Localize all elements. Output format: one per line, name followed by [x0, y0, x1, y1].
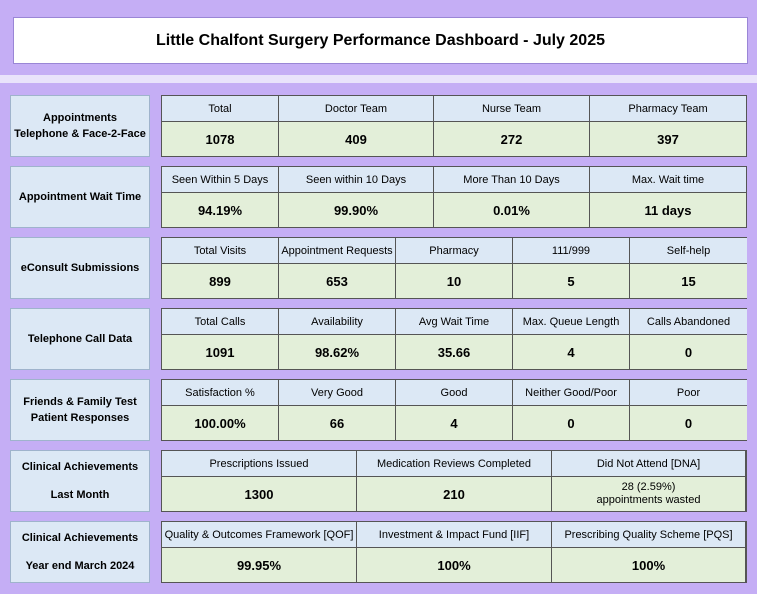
row-friends-family: Friends & Family Test Patient Responses … — [0, 379, 757, 441]
row-label-econsult: eConsult Submissions — [10, 237, 150, 299]
header-cell: Prescribing Quality Scheme [PQS] — [552, 522, 745, 547]
row-label-telephone: Telephone Call Data — [10, 308, 150, 370]
row-label-line: Last Month — [50, 489, 110, 501]
row-label-line: Appointment Wait Time — [18, 191, 142, 203]
value-cell: 397 — [590, 122, 746, 156]
value-cell: 899 — [162, 264, 278, 298]
row-label-clinical-last-month: Clinical Achievements Last Month — [10, 450, 150, 512]
separator — [0, 75, 757, 83]
friends-family-grid: Satisfaction % Very Good Good Neither Go… — [161, 379, 747, 441]
row-wait-time: Appointment Wait Time Seen Within 5 Days… — [0, 166, 757, 228]
dna-count: 28 (2.59%) — [621, 481, 676, 493]
row-label-appointments: Appointments Telephone & Face-2-Face — [10, 95, 150, 157]
row-label-line: Clinical Achievements — [21, 532, 139, 544]
value-cell: 1300 — [162, 477, 356, 511]
header-cell: Neither Good/Poor — [513, 380, 629, 405]
row-label-line: Year end March 2024 — [25, 560, 135, 572]
header-cell: Seen Within 5 Days — [162, 167, 278, 192]
value-cell: 10 — [396, 264, 512, 298]
header-cell: Total Calls — [162, 309, 278, 334]
telephone-grid: Total Calls Availability Avg Wait Time M… — [161, 308, 747, 370]
header-cell: Availability — [279, 309, 395, 334]
value-cell: 1091 — [162, 335, 278, 369]
dashboard-body: Appointments Telephone & Face-2-Face Tot… — [0, 83, 757, 594]
row-telephone: Telephone Call Data Total Calls Availabi… — [0, 308, 757, 370]
econsult-grid: Total Visits Appointment Requests Pharma… — [161, 237, 747, 299]
header-cell: Pharmacy — [396, 238, 512, 263]
header-cell: Prescriptions Issued — [162, 451, 356, 476]
row-clinical-last-month: Clinical Achievements Last Month Prescri… — [0, 450, 757, 512]
header-cell: Pharmacy Team — [590, 96, 746, 121]
clinical-year-end-grid: Quality & Outcomes Framework [QOF] Inves… — [161, 521, 747, 583]
value-cell: 100.00% — [162, 406, 278, 440]
row-label-line: Friends & Family Test — [23, 396, 137, 408]
row-label-line: Telephone Call Data — [27, 333, 133, 345]
header-cell: Quality & Outcomes Framework [QOF] — [162, 522, 356, 547]
header-cell: Avg Wait Time — [396, 309, 512, 334]
row-label-line: Telephone & Face-2-Face — [14, 128, 146, 140]
value-cell: 94.19% — [162, 193, 278, 227]
row-econsult: eConsult Submissions Total Visits Appoin… — [0, 237, 757, 299]
header-cell: Appointment Requests — [279, 238, 395, 263]
value-cell: 1078 — [162, 122, 278, 156]
value-cell: 11 days — [590, 193, 746, 227]
value-cell: 0.01% — [434, 193, 589, 227]
value-cell: 653 — [279, 264, 395, 298]
row-label-friends-family: Friends & Family Test Patient Responses — [10, 379, 150, 441]
header-cell: Total Visits — [162, 238, 278, 263]
value-cell: 4 — [513, 335, 629, 369]
value-cell: 4 — [396, 406, 512, 440]
value-cell: 15 — [630, 264, 747, 298]
header-cell: Very Good — [279, 380, 395, 405]
header-cell: Did Not Attend [DNA] — [552, 451, 745, 476]
row-label-line: Clinical Achievements — [21, 461, 139, 473]
appointments-grid: Total Doctor Team Nurse Team Pharmacy Te… — [161, 95, 747, 157]
header-cell: Max. Wait time — [590, 167, 746, 192]
header-cell: Nurse Team — [434, 96, 589, 121]
row-label-line: eConsult Submissions — [20, 262, 140, 274]
wait-time-grid: Seen Within 5 Days Seen within 10 Days M… — [161, 166, 747, 228]
value-cell: 0 — [630, 335, 747, 369]
value-cell: 5 — [513, 264, 629, 298]
header-cell: Self-help — [630, 238, 747, 263]
header-cell: Satisfaction % — [162, 380, 278, 405]
value-cell: 409 — [279, 122, 433, 156]
value-cell: 98.62% — [279, 335, 395, 369]
page-title: Little Chalfont Surgery Performance Dash… — [13, 17, 748, 64]
row-clinical-year-end: Clinical Achievements Year end March 202… — [0, 521, 757, 583]
header-cell: Doctor Team — [279, 96, 433, 121]
header-cell: Calls Abandoned — [630, 309, 747, 334]
row-label-line: Appointments — [43, 112, 117, 124]
dna-note: appointments wasted — [596, 494, 701, 506]
row-appointments: Appointments Telephone & Face-2-Face Tot… — [0, 95, 757, 157]
value-cell: 0 — [513, 406, 629, 440]
dna-value-cell: 28 (2.59%) appointments wasted — [552, 477, 745, 511]
row-label-wait-time: Appointment Wait Time — [10, 166, 150, 228]
clinical-last-month-grid: Prescriptions Issued Medication Reviews … — [161, 450, 747, 512]
value-cell: 100% — [357, 548, 551, 582]
row-label-clinical-year-end: Clinical Achievements Year end March 202… — [10, 521, 150, 583]
title-band: Little Chalfont Surgery Performance Dash… — [0, 0, 757, 75]
value-cell: 35.66 — [396, 335, 512, 369]
header-cell: Seen within 10 Days — [279, 167, 433, 192]
header-cell: 111/999 — [513, 238, 629, 263]
value-cell: 99.90% — [279, 193, 433, 227]
value-cell: 66 — [279, 406, 395, 440]
header-cell: Medication Reviews Completed — [357, 451, 551, 476]
header-cell: Max. Queue Length — [513, 309, 629, 334]
value-cell: 100% — [552, 548, 745, 582]
value-cell: 210 — [357, 477, 551, 511]
value-cell: 272 — [434, 122, 589, 156]
header-cell: Poor — [630, 380, 747, 405]
header-cell: Total — [162, 96, 278, 121]
value-cell: 0 — [630, 406, 747, 440]
header-cell: More Than 10 Days — [434, 167, 589, 192]
header-cell: Investment & Impact Fund [IIF] — [357, 522, 551, 547]
row-label-line: Patient Responses — [30, 412, 130, 424]
value-cell: 99.95% — [162, 548, 356, 582]
header-cell: Good — [396, 380, 512, 405]
